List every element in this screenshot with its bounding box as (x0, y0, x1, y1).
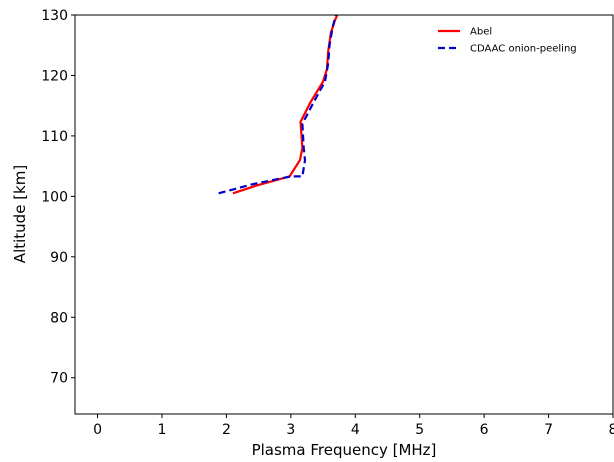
legend-entry-label: CDAAC onion-peeling (470, 44, 577, 55)
x-tick-label: 7 (544, 422, 553, 438)
x-tick-label: 8 (609, 422, 614, 438)
x-tick-label: 0 (93, 422, 102, 438)
axes-frame (74, 14, 614, 415)
y-tick-label: 90 (50, 250, 68, 266)
y-axis-label: Altitude [km] (11, 165, 29, 263)
series-line (232, 15, 339, 195)
legend-entry-label: Abel (470, 27, 492, 38)
series-layer (218, 15, 339, 195)
x-tick-label: 6 (480, 422, 489, 438)
x-tick-label: 2 (222, 422, 231, 438)
series-line (218, 15, 337, 195)
y-tick-label: 110 (41, 129, 68, 145)
y-tick-label: 80 (50, 310, 68, 326)
y-tick-label: 120 (41, 68, 68, 84)
y-axis: 70 80 90 100 110 120 130 (41, 8, 75, 387)
x-tick-label: 3 (286, 422, 295, 438)
x-axis-label: Plasma Frequency [MHz] (252, 441, 437, 459)
x-axis: 0 1 2 3 4 5 6 7 8 (93, 414, 614, 438)
y-tick-label: 130 (41, 8, 68, 24)
legend: Abel CDAAC onion-peeling (438, 27, 577, 55)
y-tick-label: 70 (50, 371, 68, 387)
x-tick-label: 4 (351, 422, 360, 438)
x-tick-label: 1 (158, 422, 167, 438)
x-tick-label: 5 (415, 422, 424, 438)
y-tick-label: 100 (41, 189, 68, 205)
